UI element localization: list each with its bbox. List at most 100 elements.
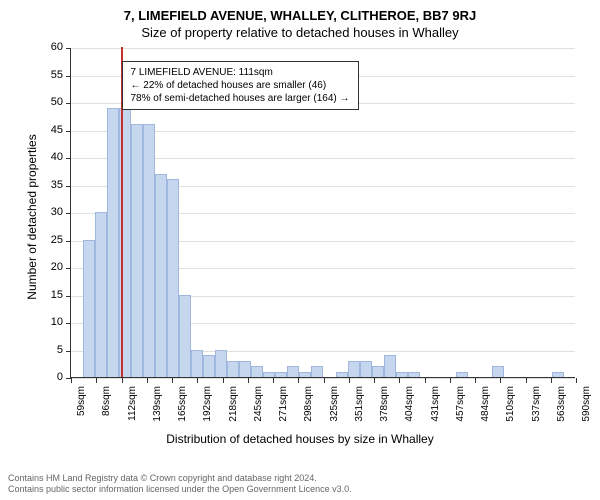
ytick-label: 20 <box>41 261 63 273</box>
title-sub: Size of property relative to detached ho… <box>0 23 600 40</box>
ytick-mark <box>66 158 71 159</box>
chart-container: 7, LIMEFIELD AVENUE, WHALLEY, CLITHEROE,… <box>0 0 600 500</box>
xtick-label: 563sqm <box>556 386 567 431</box>
ytick-label: 50 <box>41 96 63 108</box>
annotation-box: 7 LIMEFIELD AVENUE: 111sqm← 22% of detac… <box>122 61 359 110</box>
xtick-mark <box>71 378 72 383</box>
xtick-label: 325sqm <box>329 386 340 431</box>
histogram-bar <box>203 355 215 377</box>
ytick-mark <box>66 186 71 187</box>
xtick-label: 431sqm <box>430 386 441 431</box>
xtick-mark <box>298 378 299 383</box>
histogram-bar <box>107 108 119 378</box>
xtick-mark <box>223 378 224 383</box>
ytick-mark <box>66 103 71 104</box>
histogram-bar <box>372 366 384 377</box>
histogram-bar <box>251 366 263 377</box>
xtick-label: 590sqm <box>581 386 592 431</box>
histogram-bar <box>191 350 203 378</box>
histogram-bar <box>215 350 227 378</box>
xtick-label: 59sqm <box>76 386 87 431</box>
histogram-bar <box>384 355 396 377</box>
xtick-label: 86sqm <box>101 386 112 431</box>
xtick-mark <box>324 378 325 383</box>
ytick-label: 0 <box>41 371 63 383</box>
xtick-label: 484sqm <box>480 386 491 431</box>
xtick-mark <box>172 378 173 383</box>
ytick-mark <box>66 296 71 297</box>
histogram-bar <box>299 372 311 378</box>
xtick-mark <box>374 378 375 383</box>
xtick-mark <box>576 378 577 383</box>
xtick-label: 457sqm <box>455 386 466 431</box>
ytick-label: 45 <box>41 124 63 136</box>
ytick-mark <box>66 76 71 77</box>
title-main: 7, LIMEFIELD AVENUE, WHALLEY, CLITHEROE,… <box>0 0 600 23</box>
histogram-bar <box>336 372 348 378</box>
ytick-label: 10 <box>41 316 63 328</box>
histogram-bar <box>311 366 323 377</box>
histogram-bar <box>348 361 360 378</box>
footer-line-1: Contains HM Land Registry data © Crown c… <box>8 473 352 485</box>
histogram-bar <box>408 372 420 378</box>
ytick-mark <box>66 268 71 269</box>
xtick-label: 378sqm <box>379 386 390 431</box>
histogram-bar <box>552 372 564 378</box>
histogram-bar <box>396 372 408 378</box>
annotation-line: 7 LIMEFIELD AVENUE: 111sqm <box>131 66 350 79</box>
histogram-bar <box>155 174 167 378</box>
xtick-mark <box>147 378 148 383</box>
histogram-bar <box>263 372 275 378</box>
xtick-mark <box>122 378 123 383</box>
xtick-label: 112sqm <box>127 386 138 431</box>
ytick-label: 55 <box>41 69 63 81</box>
histogram-bar <box>83 240 95 378</box>
footer: Contains HM Land Registry data © Crown c… <box>8 473 352 496</box>
ytick-label: 35 <box>41 179 63 191</box>
ytick-label: 40 <box>41 151 63 163</box>
xtick-label: 139sqm <box>152 386 163 431</box>
plot-area: 05101520253035404550556059sqm86sqm112sqm… <box>70 48 575 378</box>
histogram-bar <box>143 124 155 377</box>
histogram-bar <box>179 295 191 378</box>
xtick-label: 298sqm <box>303 386 314 431</box>
gridline <box>71 48 575 49</box>
xtick-label: 271sqm <box>278 386 289 431</box>
histogram-bar <box>95 212 107 377</box>
xtick-mark <box>273 378 274 383</box>
histogram-bar <box>239 361 251 378</box>
histogram-bar <box>287 366 299 377</box>
xtick-mark <box>425 378 426 383</box>
histogram-bar <box>227 361 239 378</box>
histogram-bar <box>492 366 504 377</box>
xtick-mark <box>96 378 97 383</box>
xtick-mark <box>349 378 350 383</box>
xtick-label: 510sqm <box>505 386 516 431</box>
xtick-label: 192sqm <box>202 386 213 431</box>
histogram-bar <box>360 361 372 378</box>
xtick-mark <box>197 378 198 383</box>
xtick-mark <box>526 378 527 383</box>
histogram-bar <box>456 372 468 378</box>
xtick-label: 245sqm <box>253 386 264 431</box>
histogram-bar <box>131 124 143 377</box>
xtick-mark <box>475 378 476 383</box>
ytick-label: 25 <box>41 234 63 246</box>
xtick-mark <box>551 378 552 383</box>
ytick-mark <box>66 323 71 324</box>
ytick-mark <box>66 48 71 49</box>
xtick-label: 165sqm <box>177 386 188 431</box>
ytick-mark <box>66 131 71 132</box>
xtick-label: 218sqm <box>228 386 239 431</box>
xtick-label: 404sqm <box>404 386 415 431</box>
xtick-mark <box>399 378 400 383</box>
ytick-mark <box>66 241 71 242</box>
ytick-label: 15 <box>41 289 63 301</box>
ytick-mark <box>66 213 71 214</box>
ytick-label: 5 <box>41 344 63 356</box>
annotation-line: 78% of semi-detached houses are larger (… <box>131 92 350 105</box>
histogram-bar <box>167 179 179 377</box>
x-axis-label: Distribution of detached houses by size … <box>0 432 600 446</box>
histogram-bar <box>275 372 287 378</box>
footer-line-2: Contains public sector information licen… <box>8 484 352 496</box>
